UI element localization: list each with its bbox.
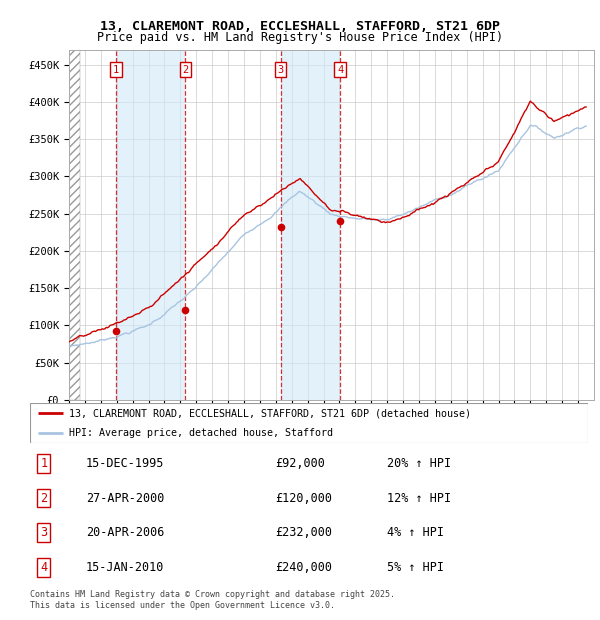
Text: 4% ↑ HPI: 4% ↑ HPI bbox=[387, 526, 444, 539]
Text: £232,000: £232,000 bbox=[275, 526, 332, 539]
Text: 13, CLAREMONT ROAD, ECCLESHALL, STAFFORD, ST21 6DP (detached house): 13, CLAREMONT ROAD, ECCLESHALL, STAFFORD… bbox=[69, 408, 471, 418]
Text: HPI: Average price, detached house, Stafford: HPI: Average price, detached house, Staf… bbox=[69, 428, 333, 438]
Text: 20% ↑ HPI: 20% ↑ HPI bbox=[387, 457, 451, 469]
Text: 5% ↑ HPI: 5% ↑ HPI bbox=[387, 561, 444, 574]
Text: 15-JAN-2010: 15-JAN-2010 bbox=[86, 561, 164, 574]
Bar bbox=[116, 50, 185, 400]
Text: 1: 1 bbox=[113, 64, 119, 75]
Text: £92,000: £92,000 bbox=[275, 457, 325, 469]
Text: 3: 3 bbox=[277, 64, 284, 75]
Text: 20-APR-2006: 20-APR-2006 bbox=[86, 526, 164, 539]
Text: 4: 4 bbox=[337, 64, 343, 75]
Bar bbox=[281, 50, 340, 400]
Bar bbox=[69, 50, 80, 400]
Text: £120,000: £120,000 bbox=[275, 492, 332, 505]
Text: Contains HM Land Registry data © Crown copyright and database right 2025.
This d: Contains HM Land Registry data © Crown c… bbox=[30, 590, 395, 609]
Text: 15-DEC-1995: 15-DEC-1995 bbox=[86, 457, 164, 469]
Text: 4: 4 bbox=[40, 561, 47, 574]
Text: 27-APR-2000: 27-APR-2000 bbox=[86, 492, 164, 505]
Text: Price paid vs. HM Land Registry's House Price Index (HPI): Price paid vs. HM Land Registry's House … bbox=[97, 31, 503, 44]
Text: 2: 2 bbox=[40, 492, 47, 505]
Text: £240,000: £240,000 bbox=[275, 561, 332, 574]
Text: 2: 2 bbox=[182, 64, 188, 75]
Text: 12% ↑ HPI: 12% ↑ HPI bbox=[387, 492, 451, 505]
Text: 13, CLAREMONT ROAD, ECCLESHALL, STAFFORD, ST21 6DP: 13, CLAREMONT ROAD, ECCLESHALL, STAFFORD… bbox=[100, 20, 500, 33]
Text: 1: 1 bbox=[40, 457, 47, 469]
Text: 3: 3 bbox=[40, 526, 47, 539]
